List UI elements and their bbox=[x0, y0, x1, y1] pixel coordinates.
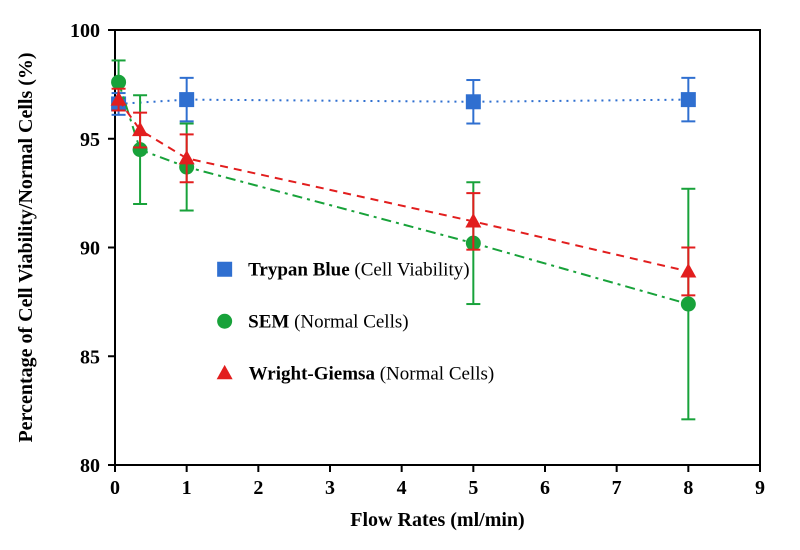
x-tick-label: 9 bbox=[755, 477, 765, 499]
data-marker bbox=[466, 94, 481, 109]
y-tick-label: 100 bbox=[70, 20, 100, 42]
data-marker bbox=[681, 92, 696, 107]
x-axis-label: Flow Rates (ml/min) bbox=[350, 509, 524, 531]
circle-icon bbox=[217, 314, 232, 329]
x-tick-label: 6 bbox=[540, 477, 550, 499]
x-tick-label: 2 bbox=[253, 477, 263, 499]
x-tick-label: 5 bbox=[468, 477, 478, 499]
y-tick-label: 80 bbox=[80, 455, 100, 477]
chart-container: 0 1 2 3 4 5 6 7 8 9 80 85 90 95 100 Flow Rates (ml/min)… bbox=[0, 0, 800, 550]
y-axis-label: Percentage of Cell Viability/Normal Cell… bbox=[15, 52, 37, 442]
x-tick-label: 0 bbox=[110, 477, 120, 499]
data-marker bbox=[111, 75, 126, 90]
square-icon bbox=[217, 262, 232, 277]
x-tick-label: 4 bbox=[397, 477, 407, 499]
legend-series-sub: (Normal Cells) bbox=[380, 363, 495, 384]
x-tick-label: 7 bbox=[612, 477, 622, 499]
data-marker bbox=[179, 92, 194, 107]
legend-label: SEM (Normal Cells) bbox=[248, 311, 408, 332]
data-marker bbox=[681, 297, 696, 312]
legend-row: Trypan Blue (Cell Viability) bbox=[217, 259, 469, 280]
legend-label: Trypan Blue (Cell Viability) bbox=[248, 259, 469, 280]
legend-label: Wright-Giemsa (Normal Cells) bbox=[249, 363, 495, 384]
legend-row: Wright-Giemsa (Normal Cells) bbox=[217, 363, 495, 384]
x-tick-label: 1 bbox=[182, 477, 192, 499]
legend-series-name: SEM bbox=[248, 311, 289, 332]
y-tick-label: 85 bbox=[80, 346, 100, 368]
legend-series-sub: (Normal Cells) bbox=[294, 311, 409, 332]
viability-chart: 0 1 2 3 4 5 6 7 8 9 80 85 90 95 100 Flow Rates (ml/min)… bbox=[0, 0, 800, 550]
legend-series-name: Wright-Giemsa bbox=[249, 363, 376, 384]
y-tick-label: 90 bbox=[80, 238, 100, 260]
legend-series-name: Trypan Blue bbox=[248, 259, 350, 280]
y-tick-label: 95 bbox=[80, 129, 100, 151]
x-tick-label: 3 bbox=[325, 477, 335, 499]
legend-series-sub: (Cell Viability) bbox=[354, 259, 469, 280]
x-tick-label: 8 bbox=[683, 477, 693, 499]
